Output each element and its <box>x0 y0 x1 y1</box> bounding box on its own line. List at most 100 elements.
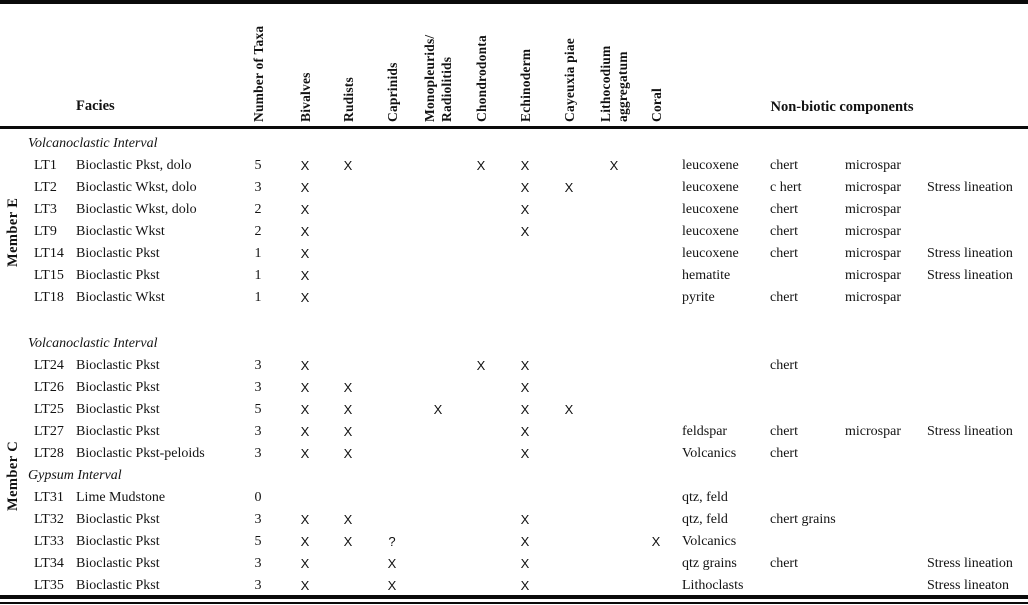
mark-cell: X <box>300 424 310 439</box>
nonbiotic-cell: microspar <box>845 424 901 439</box>
mark-cell: X <box>520 158 530 173</box>
row-id: LT33 <box>34 534 64 549</box>
nonbiotic-cell: chert <box>770 202 798 217</box>
nonbiotic-components-header: Non-biotic components <box>770 99 914 115</box>
nonbiotic-cell: Volcanics <box>682 534 737 549</box>
row-facies: Bioclastic Wkst, dolo <box>76 180 197 195</box>
column-header-lithocodium-aggregatum: Lithocodium aggregatum <box>598 45 630 122</box>
row-facies: Bioclastic Pkst <box>76 268 160 283</box>
mark-cell: X <box>300 402 310 417</box>
column-header-caprinids: Caprinids <box>384 62 400 122</box>
row-taxa-count: 2 <box>254 202 262 217</box>
mark-cell: X <box>343 380 353 395</box>
row-taxa-count: 1 <box>254 246 262 261</box>
mark-cell: X <box>476 158 486 173</box>
nonbiotic-cell: Stress lineaton <box>927 578 1010 593</box>
mark-cell: X <box>300 224 310 239</box>
mark-cell: X <box>300 180 310 195</box>
row-id: LT28 <box>34 446 64 461</box>
row-id: LT9 <box>34 224 57 239</box>
row-taxa-count: 3 <box>254 180 262 195</box>
row-facies: Bioclastic Pkst <box>76 556 160 571</box>
table-row-lt28: LT28 Bioclastic Pkst-peloids 3 X X X Volcanics… <box>0 443 1028 465</box>
column-header-cayeuxia-piae: Cayeuxia piae <box>561 38 577 122</box>
mark-cell: X <box>520 380 530 395</box>
member-label-member-e: Member E <box>5 197 21 267</box>
mark-cell: X <box>300 380 310 395</box>
nonbiotic-cell: c hert <box>770 180 802 195</box>
column-header-monopleurids-radiolitids: Monopleurids/ Radiolitids <box>422 34 454 122</box>
mark-cell: X <box>300 202 310 217</box>
nonbiotic-cell: microspar <box>845 180 901 195</box>
row-id: LT26 <box>34 380 64 395</box>
mark-cell: X <box>300 446 310 461</box>
facies-column-header: Facies <box>76 98 115 114</box>
mark-cell: X <box>300 534 310 549</box>
row-facies: Bioclastic Pkst <box>76 578 160 593</box>
row-facies: Bioclastic Pkst <box>76 512 160 527</box>
table-row-lt26: LT26 Bioclastic Pkst 3 X X X <box>0 377 1028 399</box>
row-taxa-count: 3 <box>254 358 262 373</box>
row-taxa-count: 1 <box>254 268 262 283</box>
row-taxa-count: 3 <box>254 556 262 571</box>
nonbiotic-cell: microspar <box>845 290 901 305</box>
mark-cell: X <box>300 512 310 527</box>
column-header-echinoderm: Echinoderm <box>517 48 533 122</box>
member-label-member-c: Member C <box>5 440 21 512</box>
nonbiotic-cell: Stress lineation <box>927 556 1013 571</box>
table-row-lt31: LT31 Lime Mudstone 0 qtz, feld <box>0 487 1028 509</box>
mark-cell: X <box>300 246 310 261</box>
mark-cell: X <box>300 578 310 593</box>
mark-cell: X <box>651 534 661 549</box>
nonbiotic-cell: Stress lineation <box>927 268 1013 283</box>
row-id: LT31 <box>34 490 64 505</box>
mark-cell: X <box>520 556 530 571</box>
nonbiotic-cell: qtz, feld <box>682 512 728 527</box>
nonbiotic-cell: hematite <box>682 268 731 283</box>
row-id: LT15 <box>34 268 64 283</box>
row-facies: Bioclastic Pkst <box>76 534 160 549</box>
row-id: LT18 <box>34 290 64 305</box>
nonbiotic-cell: microspar <box>845 158 901 173</box>
nonbiotic-cell: chert <box>770 446 798 461</box>
table-rule-top <box>0 0 1028 4</box>
nonbiotic-cell: leucoxene <box>682 180 739 195</box>
row-taxa-count: 5 <box>254 158 262 173</box>
mark-cell: X <box>609 158 619 173</box>
table-row-lt25: LT25 Bioclastic Pkst 5 X X X X X <box>0 399 1028 421</box>
mark-cell: X <box>564 402 574 417</box>
section-title-row: Gypsum Interval <box>0 465 1028 487</box>
mark-cell: X <box>343 534 353 549</box>
section-title-volcanoclastic-interval: Volcanoclastic Interval <box>28 136 158 151</box>
row-taxa-count: 2 <box>254 224 262 239</box>
mark-cell: X <box>520 424 530 439</box>
nonbiotic-cell: chert <box>770 246 798 261</box>
nonbiotic-cell: microspar <box>845 202 901 217</box>
row-taxa-count: 3 <box>254 380 262 395</box>
row-taxa-count: 3 <box>254 424 262 439</box>
row-facies: Bioclastic Wkst <box>76 290 165 305</box>
row-facies: Bioclastic Pkst <box>76 246 160 261</box>
mark-cell: X <box>300 268 310 283</box>
table-row-lt35: LT35 Bioclastic Pkst 3 X X X Lithoclasts Stress… <box>0 575 1028 597</box>
row-facies: Bioclastic Pkst <box>76 402 160 417</box>
mark-cell: X <box>300 158 310 173</box>
mark-cell: X <box>387 556 397 571</box>
nonbiotic-cell: chert <box>770 290 798 305</box>
row-taxa-count: 3 <box>254 578 262 593</box>
section-title-volcanoclastic-interval: Volcanoclastic Interval <box>28 336 158 351</box>
row-id: LT14 <box>34 246 64 261</box>
row-taxa-count: 1 <box>254 290 262 305</box>
column-header-rudists: Rudists <box>340 77 356 122</box>
mark-cell: X <box>520 402 530 417</box>
table-rule-bottom-thin <box>0 602 1028 604</box>
row-id: LT32 <box>34 512 64 527</box>
mark-cell: X <box>300 358 310 373</box>
nonbiotic-cell: microspar <box>845 268 901 283</box>
row-facies: Bioclastic Wkst <box>76 224 165 239</box>
